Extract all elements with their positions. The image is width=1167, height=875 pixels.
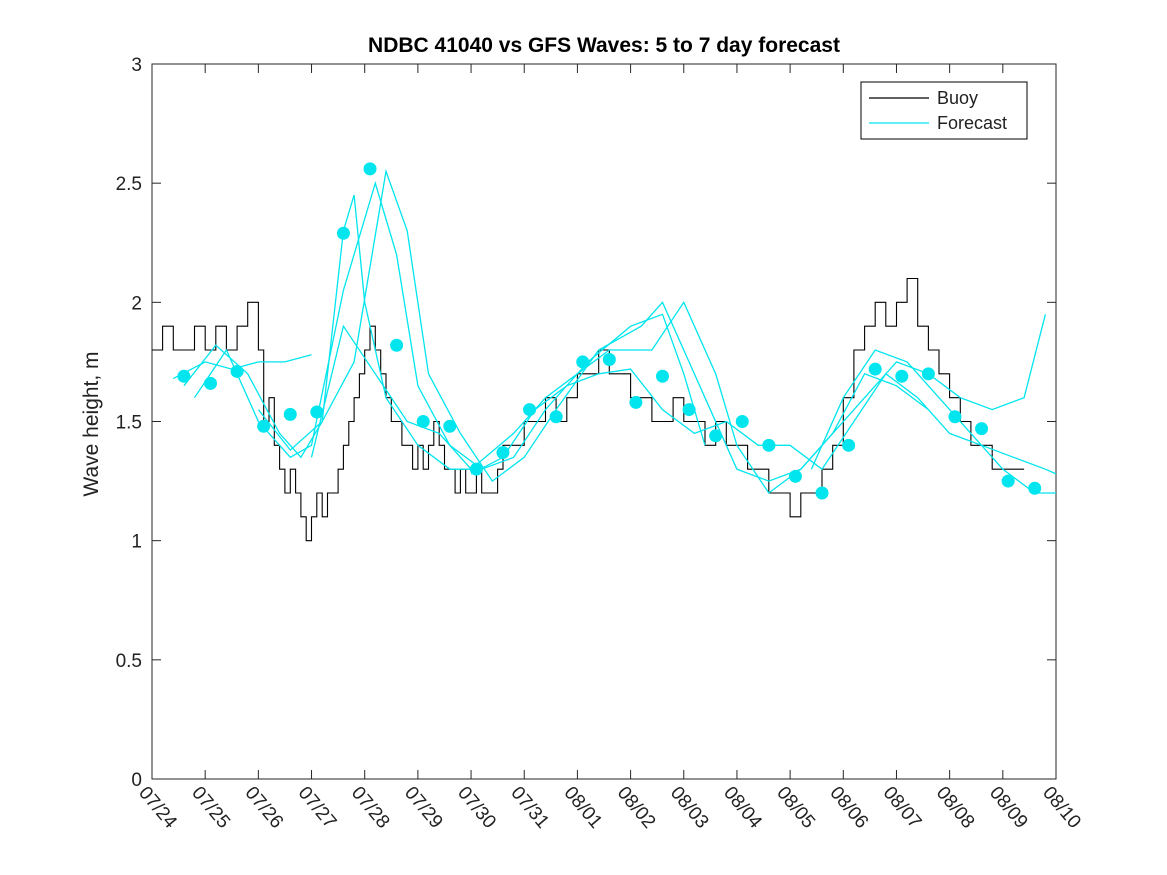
y-tick-label: 0.5 (116, 651, 142, 672)
forecast-marker (576, 355, 590, 369)
forecast-marker (735, 415, 749, 428)
forecast-marker (203, 376, 217, 390)
forecast-marker (257, 419, 271, 433)
forecast-line (193, 180, 706, 470)
x-tick-label: 07/31 (506, 783, 553, 833)
forecast-line (310, 300, 1047, 494)
forecast-marker (363, 162, 377, 176)
y-tick-label: 2.5 (116, 174, 142, 195)
forecast-marker (655, 369, 669, 383)
x-tick-label: 07/29 (400, 783, 447, 833)
x-tick-label: 08/08 (932, 783, 979, 833)
x-tick-label: 07/24 (134, 783, 181, 833)
forecast-line (257, 168, 929, 483)
x-tick-label: 08/01 (560, 783, 607, 833)
forecast-marker (283, 407, 297, 421)
forecast-marker (177, 369, 191, 383)
x-tick-label: 07/26 (241, 783, 288, 833)
forecast-marker (602, 353, 616, 367)
y-tick-label: 1.5 (116, 413, 142, 434)
chart-title: NDBC 41040 vs GFS Waves: 5 to 7 day fore… (368, 34, 840, 57)
forecast-marker (336, 226, 350, 240)
forecast-marker (762, 438, 776, 452)
forecast-marker (868, 362, 882, 376)
forecast-marker (230, 364, 244, 378)
forecast-marker (921, 367, 935, 381)
forecast-marker (629, 395, 643, 409)
forecast-marker (815, 486, 829, 500)
x-tick-label: 07/27 (294, 783, 341, 833)
forecast-marker (948, 410, 962, 424)
buoy-line (152, 277, 1025, 542)
forecast-marker (709, 429, 723, 443)
x-tick-label: 07/30 (453, 783, 500, 833)
x-tick-label: 08/02 (613, 783, 660, 833)
forecast-marker (523, 403, 537, 417)
x-tick-label: 07/25 (187, 783, 234, 833)
x-tick-label: 08/05 (772, 783, 819, 833)
legend: Buoy Forecast (860, 81, 1028, 140)
legend-box (860, 81, 1028, 140)
forecast-marker (975, 422, 989, 436)
forecast-line (183, 194, 472, 470)
x-tick-label: 08/10 (1038, 783, 1085, 833)
forecast-marker (549, 410, 563, 424)
legend-label-buoy: Buoy (937, 88, 978, 108)
forecast-marker (469, 462, 483, 476)
x-tick-label: 07/28 (347, 783, 394, 833)
y-tick-label: 1 (131, 532, 142, 553)
y-tick-label: 0 (131, 770, 142, 791)
forecast-marker (443, 419, 457, 433)
x-tick-label: 08/06 (825, 783, 872, 833)
forecast-marker (310, 405, 324, 419)
forecast-marker (842, 438, 856, 452)
x-tick-label: 08/09 (985, 783, 1032, 833)
legend-label-forecast: Forecast (937, 113, 1007, 133)
forecast-marker (682, 403, 696, 417)
forecast-marker (390, 338, 404, 352)
y-tick-label: 3 (131, 55, 142, 76)
y-axis-label: Wave height, m (80, 351, 103, 496)
forecast-marker (895, 369, 909, 383)
x-tick-label: 08/04 (719, 783, 766, 833)
forecast-marker (496, 445, 510, 459)
forecast-marker (1028, 481, 1042, 495)
forecast-marker (416, 415, 430, 428)
y-tick-label: 2 (131, 293, 142, 314)
axes-frame (151, 63, 1057, 780)
x-tick-label: 08/03 (666, 783, 713, 833)
x-tick-label: 08/07 (879, 783, 926, 833)
forecast-marker (788, 469, 802, 483)
forecast-marker (1001, 474, 1015, 488)
forecast-line (810, 349, 1056, 494)
